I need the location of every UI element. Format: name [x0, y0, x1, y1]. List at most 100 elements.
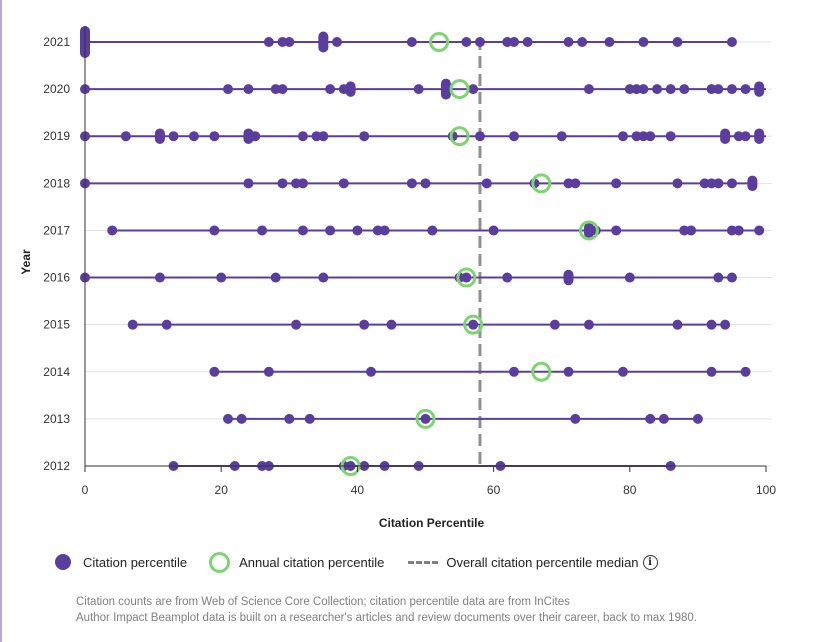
beam-2013 — [223, 408, 703, 429]
citation-point — [209, 225, 220, 236]
citation-point — [257, 225, 268, 236]
y-tick-label: 2019 — [43, 129, 70, 143]
citation-point — [461, 37, 472, 47]
annual-citation-marker — [531, 173, 552, 194]
beam-2015 — [127, 314, 731, 335]
citation-point — [672, 319, 683, 330]
legend-label-annual: Annual citation percentile — [239, 554, 385, 570]
citation-point — [617, 366, 628, 377]
citation-point — [706, 366, 717, 377]
citation-point — [740, 84, 751, 95]
annual-citation-percentile-swatch — [209, 551, 231, 573]
citation-point — [406, 37, 417, 47]
citation-point — [154, 272, 165, 283]
citation-point-stack — [747, 175, 758, 192]
citation-point — [665, 84, 676, 95]
citation-point — [209, 131, 220, 142]
citation-point — [243, 84, 254, 95]
citation-point — [713, 272, 724, 283]
beam-2020 — [80, 78, 766, 100]
citation-point — [658, 413, 669, 424]
citation-point — [474, 131, 485, 142]
citation-point — [304, 413, 315, 424]
x-tick-label: 100 — [756, 483, 776, 497]
citation-point — [556, 131, 567, 142]
info-icon[interactable]: i — [642, 554, 658, 570]
beam-2021 — [80, 26, 737, 58]
citation-point — [624, 272, 635, 283]
citation-point — [672, 178, 683, 189]
citation-point — [611, 225, 622, 236]
citation-point — [263, 37, 274, 47]
citation-point — [563, 37, 574, 47]
citation-point — [481, 178, 492, 189]
citation-point — [427, 225, 438, 236]
citation-percentile-swatch — [55, 554, 71, 570]
beam-2017 — [107, 220, 765, 241]
y-tick-label: 2015 — [43, 318, 70, 332]
footnote: Citation counts are from Web of Science … — [76, 594, 697, 626]
citation-point — [120, 131, 131, 142]
y-tick-label: 2016 — [43, 271, 70, 285]
citation-point — [127, 319, 138, 330]
citation-point — [406, 178, 417, 189]
citation-point-stack — [318, 31, 329, 53]
citation-point — [604, 37, 615, 47]
x-tick-label: 60 — [487, 483, 501, 497]
y-axis-title: Year — [19, 249, 33, 275]
y-tick-label: 2021 — [43, 35, 70, 49]
citation-point — [318, 131, 329, 142]
annual-citation-marker — [415, 408, 436, 429]
citation-point — [563, 366, 574, 377]
footnote-line-2: Author Impact Beamplot data is built on … — [76, 612, 697, 624]
citation-point — [733, 225, 744, 236]
x-tick-label: 40 — [351, 483, 365, 497]
citation-point — [713, 178, 724, 189]
y-tick-label: 2012 — [43, 459, 70, 473]
legend-annual-citation-percentile[interactable]: Annual citation percentile — [209, 551, 385, 573]
beam-2016 — [80, 267, 737, 288]
citation-point — [720, 319, 731, 330]
legend-overall-median[interactable]: Overall citation percentile median i — [408, 554, 658, 570]
year-beams — [80, 26, 766, 476]
citation-point — [645, 131, 656, 142]
annual-citation-marker — [449, 126, 470, 147]
citation-point-stack — [583, 222, 594, 239]
citation-point — [359, 131, 370, 142]
citation-point — [706, 319, 717, 330]
legend-citation-percentile[interactable]: Citation percentile — [55, 554, 187, 570]
citation-point — [549, 319, 560, 330]
citation-point — [461, 272, 472, 283]
citation-point — [570, 413, 581, 424]
citation-point — [713, 84, 724, 95]
citation-point — [209, 366, 220, 377]
citation-point — [277, 84, 288, 95]
citation-point-stack — [154, 128, 165, 144]
citation-point — [468, 319, 479, 330]
citation-point — [611, 178, 622, 189]
citation-point — [359, 319, 370, 330]
annual-citation-marker — [449, 79, 470, 100]
citation-point — [740, 366, 751, 377]
annual-citation-marker — [463, 314, 484, 335]
citation-point — [583, 84, 594, 95]
citation-point — [236, 413, 247, 424]
citation-point — [509, 37, 520, 47]
citation-point — [331, 37, 342, 47]
beamplot-chart: 2021 2020 2019 2018 2017 2016 2015 2014 2013 2012… — [19, 26, 776, 530]
median-dash-swatch — [408, 560, 439, 564]
citation-point — [291, 319, 302, 330]
citation-point — [740, 131, 751, 142]
citation-point — [468, 84, 479, 95]
annual-citation-marker — [531, 361, 552, 382]
x-axis-title: Citation Percentile — [379, 516, 485, 530]
citation-point — [577, 37, 588, 47]
citation-point — [284, 37, 295, 47]
citation-point — [386, 319, 397, 330]
citation-point — [679, 84, 690, 95]
footnote-line-1: Citation counts are from Web of Science … — [76, 596, 570, 608]
citation-point — [672, 37, 683, 47]
citation-point — [420, 178, 431, 189]
citation-point — [692, 413, 703, 424]
citation-point — [270, 272, 281, 283]
